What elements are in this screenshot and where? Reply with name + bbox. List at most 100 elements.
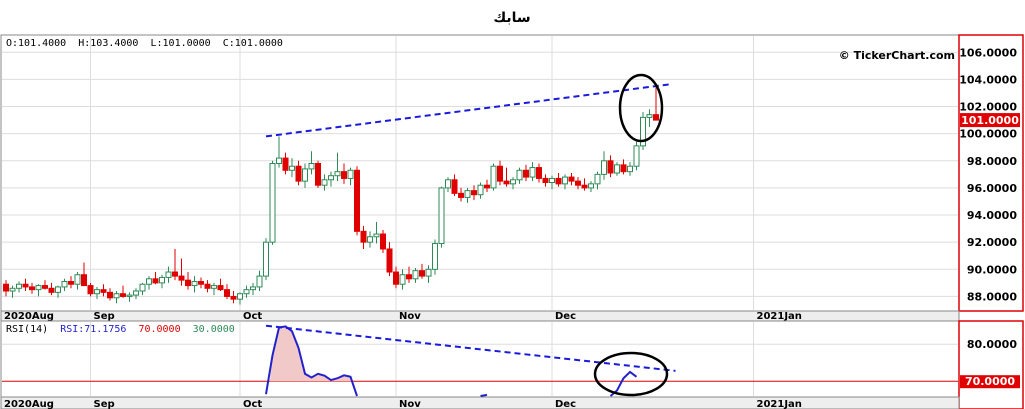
candle-body-down [354,169,360,232]
candle-body-down [198,281,204,285]
candle [529,162,536,182]
candle [165,266,172,283]
candle [640,111,646,150]
candle-body-down [523,169,529,178]
candle-body-down [555,177,562,185]
price-axis-panel[interactable] [958,34,1024,312]
candle-body-down [575,180,581,186]
candle [308,151,315,175]
candle-body-down [185,279,191,287]
price-y-tick-label: 94.0000 [967,209,1017,222]
candle [393,266,399,289]
candle [490,163,497,191]
candle-body-down [178,275,185,281]
rsi-axis-panel[interactable] [958,320,1024,409]
overbought-label: 70.0000 [965,375,1015,388]
price-grid [2,36,958,310]
candle [653,87,659,121]
candle-body-down [295,165,302,182]
rsi-x-tick-label: 2020Aug [4,399,54,409]
candle-body-down [204,283,211,289]
candle-body-down [107,291,113,299]
candle [243,285,250,298]
candle [477,182,484,199]
candle-body-down [380,233,386,250]
price-plot-area[interactable] [0,34,960,312]
candle-body-up [16,283,22,289]
candle-body-down [581,184,588,189]
price-y-axis-labels: 88.0000 90.0000 92.0000 94.0000 96.0000 98.00… [959,46,1017,303]
candle [107,288,113,301]
rsi-y-axis-labels: 80.0000 [967,338,1017,351]
candle-body-up [347,169,354,179]
candle [568,173,575,186]
candle [113,291,120,304]
candle [523,164,529,182]
rsi-y-tick-label: 80.0000 [967,338,1017,351]
candle-body-up [633,145,640,167]
candle-body-up [94,289,100,295]
candle [510,177,516,190]
rsi-plot-area[interactable] [0,320,960,409]
candle [204,280,211,293]
last-price-tag [960,113,1020,128]
candle-body-up [477,184,484,196]
candle [588,181,594,192]
candle [42,280,48,290]
candle-body-up [438,187,445,245]
candle [81,262,87,287]
candle [315,160,321,188]
candle-body-down [536,167,542,179]
candle [601,151,607,180]
candle-body-up [549,177,555,183]
candle [633,141,640,171]
candle-body-up [237,293,243,300]
price-y-tick-label: 90.0000 [967,263,1017,276]
candle-body-up [529,167,536,178]
candle-body-up [588,183,594,189]
candle-body-down [458,192,464,198]
close-readout: C:101.0000 [223,38,283,49]
candle-body-down [341,171,347,179]
candle [224,284,230,300]
candle [432,239,438,275]
candle-body-up [464,190,471,198]
rsi-trendline-segment [265,324,676,372]
rsi-readout: RSI(14) RSI:71.1756 70.0000 30.0000 [6,324,235,335]
candle-body-up [373,233,380,238]
candle-body-down [620,164,627,173]
candle-body-up [308,163,315,170]
price-x-tick-label: 2021Jan [757,311,802,322]
candle-body-up [490,165,497,189]
rsi-x-tick-label: Oct [243,399,262,409]
chart-title: سابك [493,10,530,26]
candle-body-up [432,243,438,270]
candle-body-down [607,160,614,174]
candle [22,278,29,292]
price-highlight-ellipse [618,73,664,143]
candle-body-up [113,293,120,299]
rsi-upper-level: 70.0000 [138,324,180,335]
candle-body-up [328,175,334,181]
candle-body-up [126,294,133,297]
candle-body-down [503,180,510,185]
candle-body-up [646,114,653,118]
candle-body-down [68,281,74,285]
watermark: © TickerChart.com [839,49,955,62]
candle [497,160,503,186]
candle-body-up [627,165,633,173]
rsi-x-axis-labels: 2020Aug Sep Oct Nov Dec 2021Jan [4,399,802,409]
price-y-tick-label: 92.0000 [967,236,1017,249]
open-readout: O:101.4000 [6,38,66,49]
candle-body-up [367,236,373,243]
candle [464,187,471,203]
rsi-value: RSI:71.1756 [60,324,126,335]
candle-body-down [451,179,458,194]
candle-body-down [497,165,503,182]
candle [191,276,198,293]
low-readout: L:101.0000 [151,38,211,49]
candle [328,171,334,187]
candle [152,272,159,285]
candle [139,282,146,296]
